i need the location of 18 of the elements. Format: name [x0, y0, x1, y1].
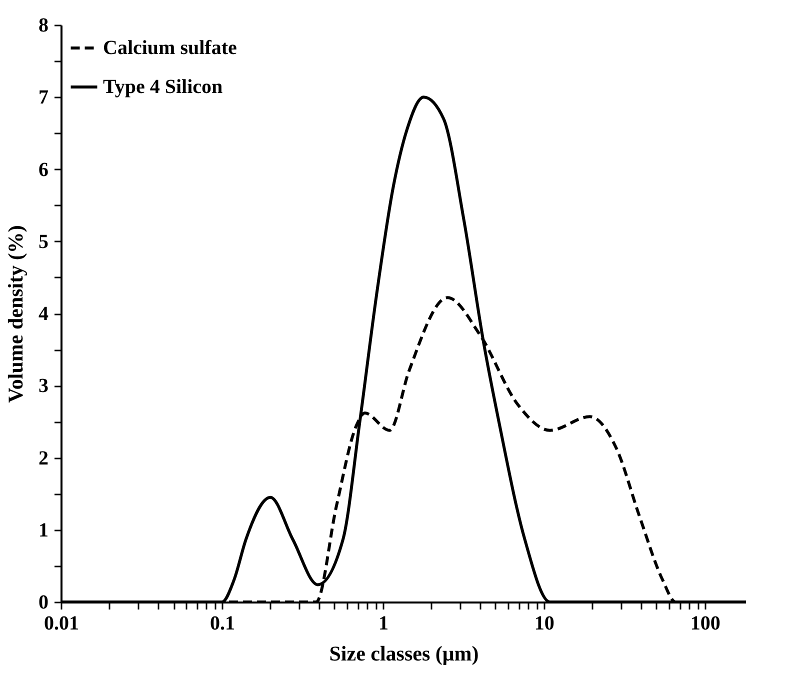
x-tick-label: 1 [378, 612, 388, 634]
y-tick-label: 2 [38, 447, 48, 470]
y-tick-label: 1 [38, 519, 48, 542]
x-tick-label: 0.01 [44, 612, 79, 634]
x-tick-label: 100 [690, 612, 720, 634]
y-tick-label: 6 [38, 158, 48, 181]
y-tick-label: 0 [38, 592, 48, 614]
y-tick-label: 5 [38, 230, 48, 253]
y-tick-label: 8 [38, 14, 48, 36]
y-axis-title: Volume density (%) [4, 225, 28, 403]
x-tick-label: 0.1 [210, 612, 235, 634]
y-tick-label: 4 [38, 303, 48, 325]
y-tick-label: 3 [38, 375, 48, 398]
legend-label: Calcium sulfate [103, 37, 237, 59]
x-tick-label: 10 [534, 612, 554, 634]
legend-label: Type 4 Silicon [103, 76, 223, 98]
y-tick-label: 7 [38, 86, 48, 109]
x-axis-title: Size classes (μm) [329, 642, 479, 666]
